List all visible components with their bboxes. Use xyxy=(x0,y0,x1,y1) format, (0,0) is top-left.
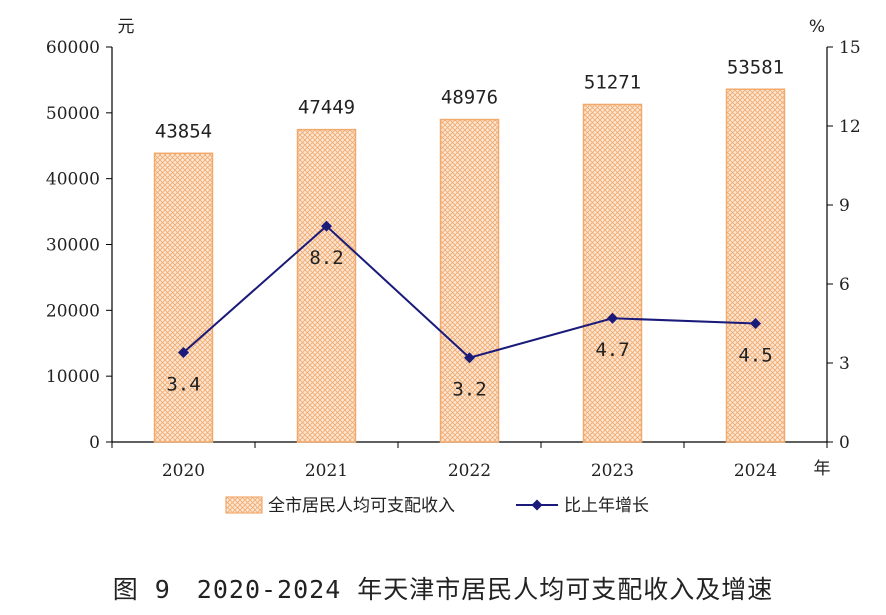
growth-value-label: 3.2 xyxy=(452,379,486,401)
growth-point xyxy=(750,318,761,329)
bar-value-label: 53581 xyxy=(727,56,784,78)
right-tick-label: 12 xyxy=(839,117,861,137)
bars xyxy=(153,88,786,443)
left-tick-label: 0 xyxy=(89,433,100,453)
legend-bar-swatch xyxy=(225,496,263,514)
left-tick-label: 40000 xyxy=(46,170,100,190)
growth-value-label: 8.2 xyxy=(309,247,343,269)
chart-caption: 图 9 2020-2024 年天津市居民人均可支配收入及增速 xyxy=(113,575,774,604)
growth-value-label: 3.4 xyxy=(166,373,200,395)
left-tick-label: 30000 xyxy=(46,236,100,256)
data-labels: 43854 47449 48976 51271 53581 3.4 8.2 3.2 4.7 4.5 xyxy=(155,56,784,400)
x-tick-label: 2021 xyxy=(305,461,348,481)
x-tick-label: 2024 xyxy=(734,461,777,481)
legend-line-marker xyxy=(531,499,543,511)
right-tick-label: 6 xyxy=(839,275,850,295)
right-tick-label: 9 xyxy=(839,196,850,216)
x-tick-label: 2022 xyxy=(448,461,491,481)
growth-value-label: 4.5 xyxy=(738,345,772,367)
left-tick-label: 60000 xyxy=(46,38,100,58)
growth-point xyxy=(607,312,618,324)
x-tick-label: 2023 xyxy=(591,461,634,481)
bar-value-label: 51271 xyxy=(584,71,641,93)
bar-value-label: 43854 xyxy=(155,120,212,142)
right-tick-label: 15 xyxy=(839,38,861,58)
bar xyxy=(725,88,786,443)
left-axis-unit: 元 xyxy=(118,17,135,37)
right-tick-label: 3 xyxy=(839,354,850,374)
bar xyxy=(439,118,500,443)
bar-value-label: 48976 xyxy=(441,87,498,109)
bar xyxy=(296,128,357,443)
x-axis-unit: 年 xyxy=(814,459,831,479)
growth-value-label: 4.7 xyxy=(595,339,629,361)
growth-point xyxy=(178,346,189,358)
left-tick-label: 20000 xyxy=(46,301,100,321)
bar xyxy=(153,152,214,443)
right-tick-label: 0 xyxy=(839,433,850,453)
growth-point xyxy=(464,352,475,364)
bar xyxy=(582,103,643,443)
growth-point xyxy=(321,220,332,232)
growth-line-layer xyxy=(178,220,761,364)
right-axis-unit: % xyxy=(809,17,825,37)
axes: 0 10000 20000 30000 40000 50000 60000 0 3 6 9 12 15 2… xyxy=(46,17,861,481)
legend-bar-label: 全市居民人均可支配收入 xyxy=(268,496,455,516)
left-tick-label: 10000 xyxy=(46,367,100,387)
x-tick-label: 2020 xyxy=(162,461,205,481)
legend-line-label: 比上年增长 xyxy=(564,496,649,516)
bar-value-label: 47449 xyxy=(298,97,355,119)
legend: 全市居民人均可支配收入 比上年增长 xyxy=(225,496,649,516)
left-tick-label: 50000 xyxy=(46,104,100,124)
